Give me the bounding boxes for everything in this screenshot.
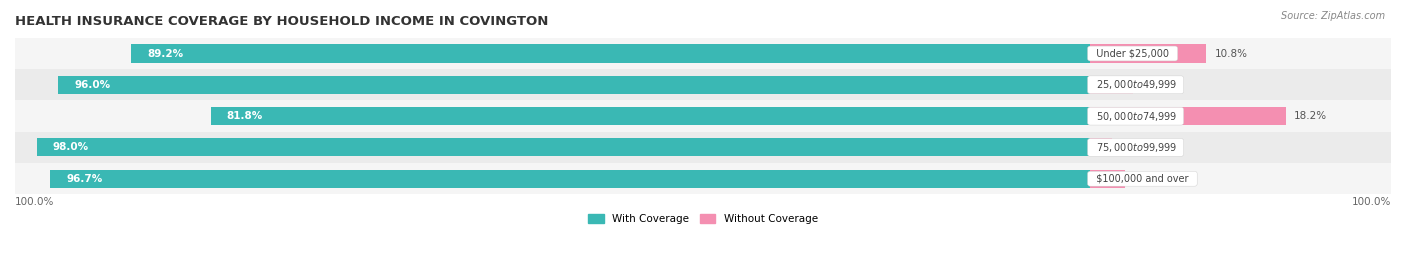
Text: 98.0%: 98.0%: [52, 142, 89, 153]
Text: $25,000 to $49,999: $25,000 to $49,999: [1090, 78, 1181, 91]
Bar: [37, 138, 1090, 157]
Text: 4.0%: 4.0%: [1142, 80, 1168, 90]
Text: Under $25,000: Under $25,000: [1090, 48, 1175, 58]
Text: HEALTH INSURANCE COVERAGE BY HOUSEHOLD INCOME IN COVINGTON: HEALTH INSURANCE COVERAGE BY HOUSEHOLD I…: [15, 15, 548, 28]
Bar: [58, 76, 1090, 94]
Text: 3.3%: 3.3%: [1135, 174, 1160, 184]
Text: 10.8%: 10.8%: [1215, 48, 1247, 58]
Text: $100,000 and over: $100,000 and over: [1090, 174, 1195, 184]
Text: 18.2%: 18.2%: [1295, 111, 1327, 121]
Bar: [1090, 76, 1133, 94]
Bar: [1090, 170, 1125, 188]
Bar: [131, 44, 1090, 63]
Text: 81.8%: 81.8%: [226, 111, 263, 121]
Bar: [1090, 44, 1206, 63]
Bar: [1090, 138, 1112, 157]
Text: 96.7%: 96.7%: [66, 174, 103, 184]
Bar: [15, 69, 1391, 100]
Bar: [15, 163, 1391, 194]
Text: Source: ZipAtlas.com: Source: ZipAtlas.com: [1281, 11, 1385, 21]
Text: 100.0%: 100.0%: [1351, 197, 1391, 207]
Text: 100.0%: 100.0%: [15, 197, 55, 207]
Bar: [15, 132, 1391, 163]
Bar: [51, 170, 1090, 188]
Text: 89.2%: 89.2%: [148, 48, 183, 58]
Text: 96.0%: 96.0%: [75, 80, 110, 90]
Bar: [15, 100, 1391, 132]
Text: $50,000 to $74,999: $50,000 to $74,999: [1090, 109, 1181, 123]
Bar: [211, 107, 1090, 125]
Text: 2.0%: 2.0%: [1121, 142, 1146, 153]
Bar: [15, 38, 1391, 69]
Text: $75,000 to $99,999: $75,000 to $99,999: [1090, 141, 1181, 154]
Legend: With Coverage, Without Coverage: With Coverage, Without Coverage: [583, 210, 823, 228]
Bar: [1090, 107, 1285, 125]
